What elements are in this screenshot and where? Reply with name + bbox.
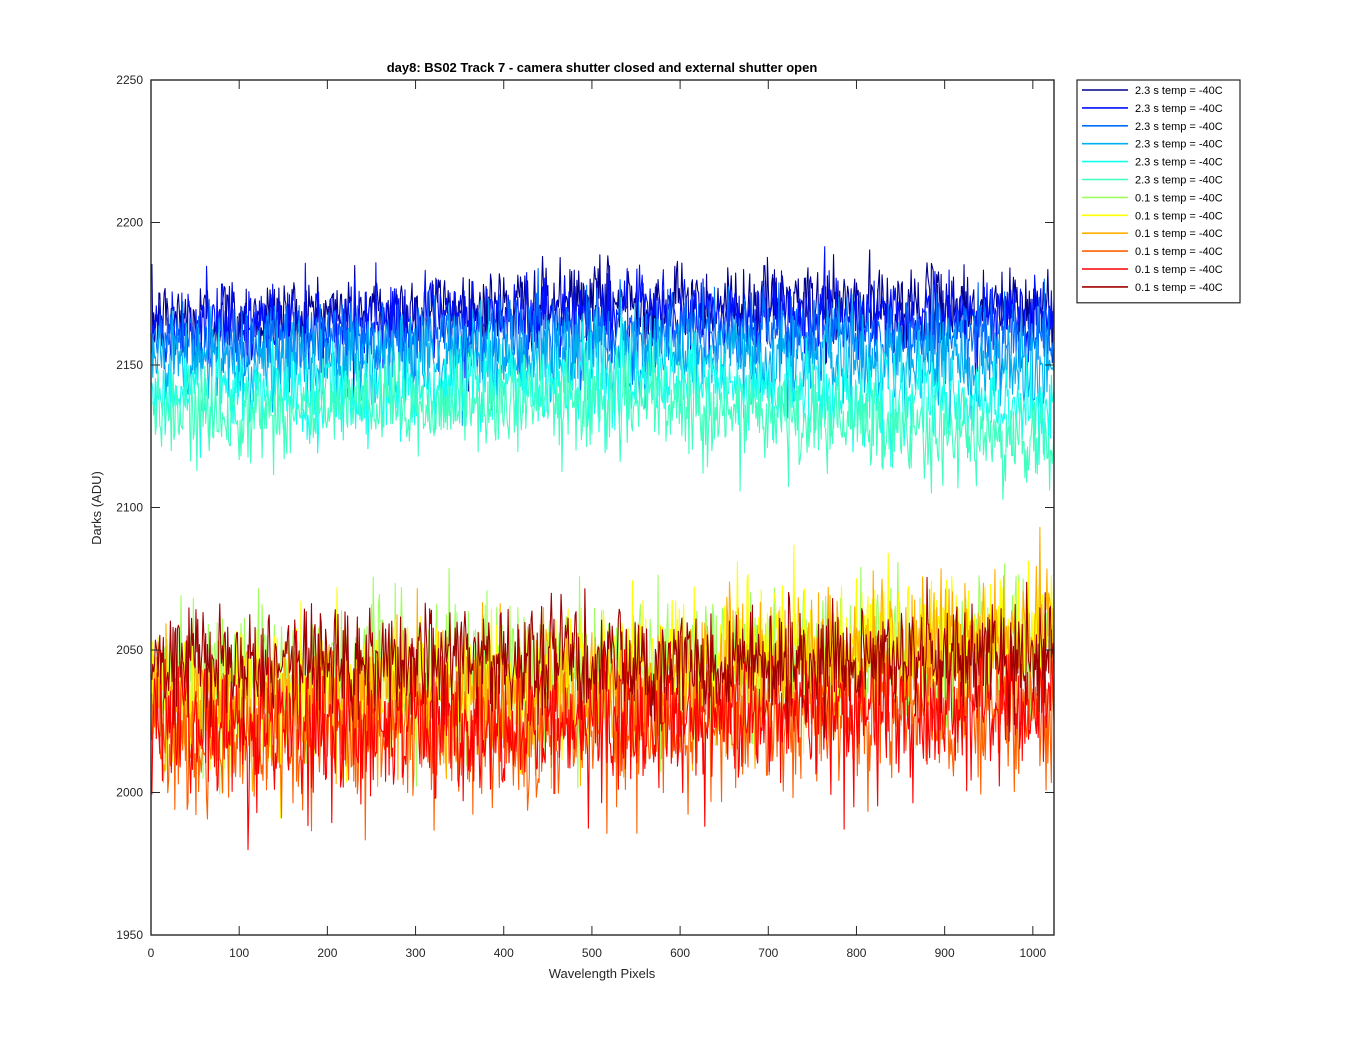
series-layer [151,246,1055,851]
legend-item-label: 2.3 s temp = -40C [1135,139,1223,151]
legend-item-label: 0.1 s temp = -40C [1135,228,1223,240]
y-tick-label: 2250 [116,73,143,87]
x-tick-label: 100 [229,946,249,960]
legend-item-label: 0.1 s temp = -40C [1135,246,1223,258]
legend-item-label: 0.1 s temp = -40C [1135,192,1223,204]
y-tick-label: 2050 [116,643,143,657]
y-axis-label: Darks (ADU) [89,471,104,545]
y-tick-label: 2150 [116,358,143,372]
axes-layer: 0 100 200 300 400 500 600 700 800 900 1000 1950 2000… [116,73,1055,960]
legend-box [1076,79,1241,304]
legend-item-label: 2.3 s temp = -40C [1135,157,1223,169]
x-tick-label: 800 [846,946,866,960]
legend-item-label: 2.3 s temp = -40C [1135,121,1223,133]
x-tick-label: 0 [148,946,155,960]
x-axis-label: Wavelength Pixels [549,966,656,981]
legend-item-label: 0.1 s temp = -40C [1135,282,1223,294]
chart-title: day8: BS02 Track 7 - camera shutter clos… [387,60,818,75]
legend-item-label: 2.3 s temp = -40C [1135,103,1223,115]
x-tick-label: 600 [670,946,690,960]
y-tick-label: 2000 [116,786,143,800]
series-line-6 [151,339,1055,500]
x-tick-label: 400 [494,946,514,960]
legend-item-label: 0.1 s temp = -40C [1135,210,1223,222]
x-tick-label: 1000 [1019,946,1046,960]
y-tick-label: 2200 [116,216,143,230]
y-tick-label: 2100 [116,501,143,515]
y-tick-label: 1950 [116,928,143,942]
x-tick-label: 900 [935,946,955,960]
x-tick-label: 700 [758,946,778,960]
series-line-5 [151,297,1055,468]
series-line-12 [151,576,1055,746]
legend-item-label: 2.3 s temp = -40C [1135,175,1223,187]
x-tick-label: 200 [317,946,337,960]
x-tick-label: 300 [406,946,426,960]
legend-item-label: 2.3 s temp = -40C [1135,85,1223,97]
plot-frame [150,79,1055,936]
legend[interactable]: 2.3 s temp = -40C 2.3 s temp = -40C 2.3 s … [1076,79,1241,304]
series-line-11 [151,624,1055,851]
x-tick-label: 500 [582,946,602,960]
legend-item-label: 0.1 s temp = -40C [1135,264,1223,276]
